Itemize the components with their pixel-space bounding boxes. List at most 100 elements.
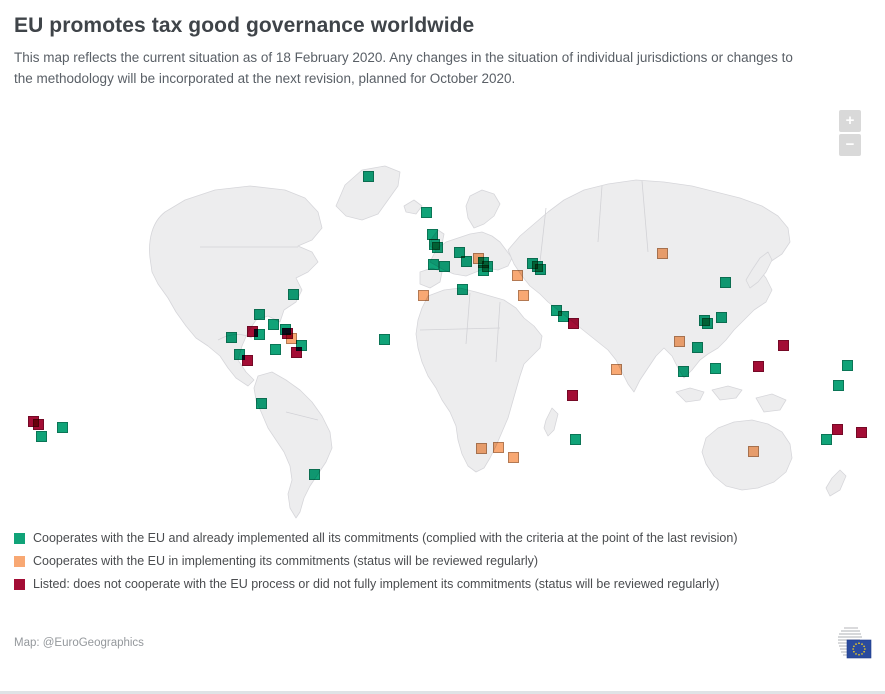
landmass-madagascar [543,407,559,437]
map-marker-green[interactable] [35,430,47,442]
map-marker-orange[interactable] [475,442,487,454]
map-marker-red[interactable] [32,418,44,430]
landmass-indonesia-west [675,387,705,403]
map-marker-green[interactable] [709,362,721,374]
map-marker-green[interactable] [701,317,713,329]
map-marker-orange[interactable] [656,247,668,259]
map-marker-red[interactable] [241,354,253,366]
map-marker-green[interactable] [420,206,432,218]
map-marker-green[interactable] [253,308,265,320]
map-marker-red[interactable] [567,317,579,329]
map-marker-green[interactable] [557,310,569,322]
map-zoom-controls: + − [839,110,861,156]
header: EU promotes tax good governance worldwid… [14,14,814,90]
map-marker-red[interactable] [752,360,764,372]
landmass-north-america [149,185,323,387]
map-marker-orange[interactable] [417,289,429,301]
map-marker-green[interactable] [456,283,468,295]
page-title: EU promotes tax good governance worldwid… [14,14,475,37]
map-marker-green[interactable] [267,318,279,330]
zoom-out-button[interactable]: − [839,134,861,156]
map-marker-green[interactable] [691,341,703,353]
map-marker-green[interactable] [550,304,562,316]
map-marker-red[interactable] [855,426,867,438]
map-marker-green[interactable] [477,264,489,276]
map-marker-green[interactable] [832,379,844,391]
legend-label: Cooperates with the EU and already imple… [33,531,738,545]
border-africa-3 [495,301,501,363]
legend-swatch-icon [14,578,25,590]
map-marker-green[interactable] [233,348,245,360]
map-marker-red[interactable] [281,327,293,339]
landmass-new-guinea [755,393,787,413]
council-of-eu-logo [838,627,872,659]
bottom-edge-bar [0,691,885,694]
map-marker-green[interactable] [719,276,731,288]
map-marker-orange[interactable] [492,441,504,453]
map-marker-green[interactable] [453,246,465,258]
map-marker-red[interactable] [290,346,302,358]
border-asia-2 [597,185,603,243]
landmass-australia [701,419,793,491]
legend-item: Cooperates with the EU and already imple… [14,531,738,545]
border-africa-2 [419,327,501,331]
map-marker-green[interactable] [431,241,443,253]
map-marker-green[interactable] [427,258,439,270]
map-marker-red[interactable] [246,325,258,337]
map-marker-green[interactable] [438,260,450,272]
map-marker-green[interactable] [308,468,320,480]
map-marker-green[interactable] [362,170,374,182]
map-marker-orange[interactable] [517,289,529,301]
landmass-indonesia-east [711,385,743,401]
map-marker-orange[interactable] [673,335,685,347]
map-marker-red[interactable] [777,339,789,351]
landmass-africa [415,287,543,473]
eu-flag-icon [846,639,872,659]
eu-flag-stars [852,642,866,656]
map-marker-green[interactable] [287,288,299,300]
map-marker-green[interactable] [378,333,390,345]
legend-item: Listed: does not cooperate with the EU p… [14,577,738,591]
map-marker-orange[interactable] [747,445,759,457]
map-marker-green[interactable] [225,331,237,343]
map-marker-green[interactable] [534,263,546,275]
zoom-in-button[interactable]: + [839,110,861,132]
map-marker-orange[interactable] [472,252,484,264]
map-marker-green[interactable] [677,365,689,377]
legend-swatch-icon [14,555,25,567]
map-marker-green[interactable] [255,397,267,409]
landmass-asia [507,179,791,393]
map-marker-green[interactable] [841,359,853,371]
legend: Cooperates with the EU and already imple… [14,531,738,591]
map-marker-orange[interactable] [610,363,622,375]
border-asia-3 [641,180,649,253]
landmass-new-zealand [825,469,847,497]
map-marker-green[interactable] [715,311,727,323]
landmass-iceland [403,199,423,215]
landmass-japan [745,251,773,289]
map-marker-green[interactable] [56,421,68,433]
map-marker-red[interactable] [566,389,578,401]
map-marker-green[interactable] [269,343,281,355]
landmass-greenland [335,165,401,221]
legend-label: Cooperates with the EU in implementing i… [33,554,539,568]
map-marker-orange[interactable] [507,451,519,463]
border-asia-1 [539,207,547,263]
landmass-scandinavia [465,189,501,229]
map-marker-red[interactable] [831,423,843,435]
map-attribution: Map: @EuroGeographics [14,637,144,649]
border-sa-1 [285,411,319,421]
map-marker-green[interactable] [460,255,472,267]
map-marker-green[interactable] [820,433,832,445]
border-africa-1 [465,292,471,345]
legend-swatch-icon [14,532,25,544]
map-marker-orange[interactable] [511,269,523,281]
legend-item: Cooperates with the EU in implementing i… [14,554,738,568]
landmass-south-america [253,371,333,519]
map-marker-green[interactable] [569,433,581,445]
page-subtitle: This map reflects the current situation … [14,50,793,86]
legend-label: Listed: does not cooperate with the EU p… [33,577,720,591]
